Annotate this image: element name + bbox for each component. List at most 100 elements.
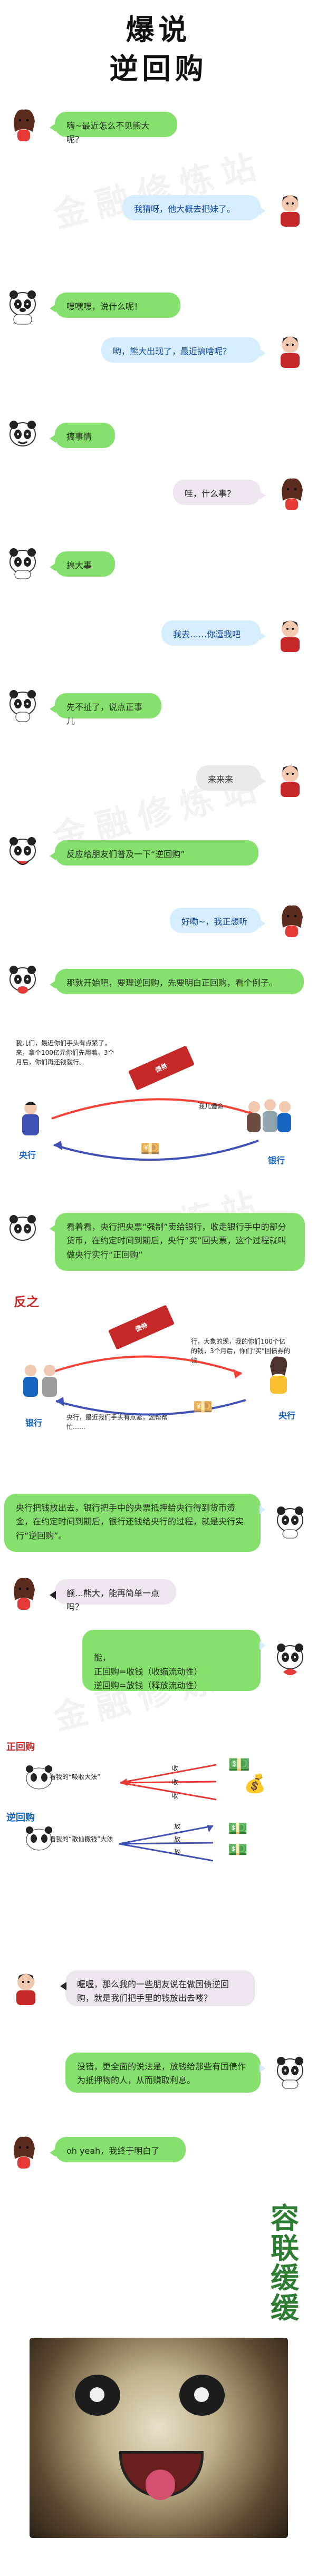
page-title-line-1: 爆说 bbox=[126, 13, 191, 46]
simple-explainer: 正回购 看我的“吸收大法” 收 收 收 💵 💰 逆回购 看我的“散仙撒钱”大法 … bbox=[6, 1729, 302, 1866]
panda-avatar bbox=[9, 690, 36, 722]
brand-stamp: 容联缓缓 bbox=[271, 2201, 299, 2325]
chat-bubble: 喔喔，那么我的一些朋友说在做国债逆回购，就是我们把手里的钱放出去喽？ bbox=[60, 1970, 255, 2006]
chat-bubble: 搞大事 bbox=[50, 551, 115, 577]
chat-text: 嗨~最近怎么不见熊大呢？ bbox=[66, 121, 150, 145]
chat-bubble: 反应给朋友们普及一下“逆回购” bbox=[50, 840, 258, 866]
chat-text: 喔喔，那么我的一些朋友说在做国债逆回购，就是我们把手里的钱放出去喽？ bbox=[77, 1979, 229, 2004]
panda-avatar bbox=[9, 548, 36, 579]
central-bank-icon bbox=[22, 1102, 39, 1135]
bond-ticket: 债券 bbox=[108, 1305, 175, 1350]
chat-bubble: 搞事情 bbox=[50, 423, 115, 448]
money-fan-icon: 💴 bbox=[140, 1140, 160, 1158]
collect-label: 收 bbox=[172, 1778, 179, 1786]
money-bag-icon: 💵 bbox=[228, 1841, 248, 1859]
bank-label: 银行 bbox=[268, 1155, 285, 1165]
money-bag-icon: 💵 bbox=[228, 1820, 248, 1838]
girl-avatar bbox=[14, 1578, 35, 1610]
chat-text: 能， 正回购=收钱（收缩流动性） 逆回购=放钱（释放流动性） bbox=[94, 1652, 203, 1691]
chat-text: 反应给朋友们普及一下“逆回购” bbox=[66, 849, 185, 859]
chat-text: 搞大事 bbox=[66, 560, 92, 570]
watermark: 金融修炼站 bbox=[49, 145, 269, 236]
panda-avatar bbox=[277, 2057, 303, 2089]
caption-central-bank: 我儿们，最近你们手头有点紧了，来，拿个100亿元你们先用着。3个月后，你们再还钱… bbox=[16, 1039, 114, 1066]
chat-text: 哟，熊大出现了，最近搞啥呢？ bbox=[113, 346, 232, 356]
man-avatar bbox=[281, 620, 300, 652]
distribute-label: 放 bbox=[174, 1835, 181, 1843]
chat-bubble: 好嘞~，我正想听 bbox=[170, 908, 266, 933]
distribute-arrows bbox=[119, 1825, 214, 1862]
bank-label: 银行 bbox=[25, 1418, 43, 1428]
bond-ticket: 债券 bbox=[128, 1045, 195, 1091]
panda-avatar bbox=[9, 966, 36, 994]
reverse-heading: 反之 bbox=[14, 1295, 39, 1309]
chat-bubble: 那就开始吧，要理逆回购，先要明白正回购，看个例子。 bbox=[50, 969, 304, 994]
collect-label: 收 bbox=[172, 1792, 179, 1800]
chat-text: 嘿嘿嘿，说什么呢！ bbox=[66, 302, 143, 312]
chat-text: 没错，更全面的说法是，放钱给那些有国债作为抵押物的人，从而赚取利息。 bbox=[77, 2062, 246, 2086]
central-bank-label: 央行 bbox=[278, 1411, 296, 1421]
chat-bubble: 哇，什么事？ bbox=[173, 480, 266, 505]
chat-text: 好嘞~，我正想听 bbox=[181, 917, 248, 927]
positive-repo-caption: 看我的“吸收大法” bbox=[50, 1773, 101, 1781]
panda-avatar bbox=[9, 421, 36, 446]
distributor-avatar bbox=[26, 1826, 52, 1851]
bank-request-caption: 央行，最近我们手头有点紧，您帮帮忙…… bbox=[66, 1414, 168, 1431]
chat-text: 先不扯了，说点正事儿 bbox=[66, 702, 143, 726]
chat-bubble: 我猜呀，他大概去把妹了。 bbox=[122, 195, 266, 220]
bank-people-icon bbox=[23, 1365, 57, 1397]
chat-bubble: 能， 正回购=收钱（收缩流动性） 逆回购=放钱（释放流动性） bbox=[82, 1630, 266, 1691]
chat-text: 哇，什么事？ bbox=[185, 489, 236, 499]
chat-text: 额…熊大，能再简单一点吗？ bbox=[66, 1588, 160, 1612]
chat-bubble: 我去……你逗我吧 bbox=[161, 620, 266, 646]
reverse-repo-caption: 看我的“散仙撒钱”大法 bbox=[50, 1835, 113, 1843]
chat-text: oh yeah，我终于明白了 bbox=[66, 2146, 160, 2156]
right-eye bbox=[179, 2375, 225, 2416]
girl-avatar bbox=[14, 109, 35, 141]
tongue bbox=[146, 2470, 175, 2500]
chat-bubble: 哟，熊大出现了，最近搞啥呢？ bbox=[101, 337, 266, 363]
chat-bubble: 先不扯了，说点正事儿 bbox=[50, 693, 161, 726]
chat-text: 搞事情 bbox=[66, 432, 92, 442]
chat-bubble: oh yeah，我终于明白了 bbox=[50, 2137, 186, 2162]
collect-label: 收 bbox=[172, 1765, 179, 1772]
distribute-label: 放 bbox=[174, 1823, 181, 1830]
chat-bubble: 来来来 bbox=[196, 765, 266, 791]
chat-bubble: 嘿嘿嘿，说什么呢！ bbox=[50, 293, 180, 318]
man-avatar bbox=[281, 195, 300, 227]
chat-text: 我去……你逗我吧 bbox=[173, 629, 241, 639]
money-fan-icon: 💴 bbox=[193, 1398, 213, 1416]
bank-response-caption: 我儿遵命 bbox=[198, 1103, 224, 1110]
man-avatar bbox=[281, 336, 300, 368]
page-title-line-2: 逆回购 bbox=[109, 52, 208, 85]
collect-arrows bbox=[120, 1764, 217, 1801]
man-avatar bbox=[281, 765, 300, 797]
reverse-repo-heading: 逆回购 bbox=[6, 1812, 35, 1823]
panda-avatar bbox=[9, 837, 36, 865]
chat-text: 来来来 bbox=[208, 774, 234, 784]
explanation-bubble: 央行把钱放出去，银行把手中的央票抵押给央行得到货币资金，在约定时间到期后，银行还… bbox=[4, 1494, 266, 1552]
chat-text: 那就开始吧，要理逆回购，先要明白正回购，看个例子。 bbox=[66, 978, 278, 988]
explanation-text: 看着看，央行把央票“强制”卖给银行，收走银行手中的部分货币，在约定时间到期后，央… bbox=[66, 1222, 286, 1260]
diagram-positive-repo: 我儿们，最近你们手头有点紧了，来，拿个100亿元你们先用着。3个月后，你们再还钱… bbox=[9, 1033, 308, 1191]
diagram-reverse-repo: 反之 行，大象的现，我的你们100个亿的钱，3个月后，你们“买”回债券的钱。 央… bbox=[9, 1291, 308, 1450]
chat-bubble: 没错，更全面的说法是，放钱给那些有国债作为抵押物的人，从而赚取利息。 bbox=[65, 2053, 266, 2093]
central-bank-icon bbox=[270, 1356, 287, 1394]
girl-avatar bbox=[14, 2136, 35, 2169]
distribute-label: 放 bbox=[174, 1848, 181, 1855]
panda-avatar bbox=[277, 1644, 303, 1675]
man-avatar bbox=[16, 1974, 35, 2005]
central-bank-label: 央行 bbox=[19, 1150, 36, 1160]
reverse-cycle-arrows bbox=[50, 1355, 246, 1416]
girl-avatar bbox=[282, 905, 303, 937]
explanation-bubble: 看着看，央行把央票“强制”卖给银行，收走银行手中的部分货币，在约定时间到期后，央… bbox=[50, 1213, 305, 1271]
money-bag-icon: 💰 bbox=[244, 1773, 266, 1794]
left-eye bbox=[75, 2375, 120, 2416]
bank-people-icon bbox=[247, 1099, 291, 1132]
girl-avatar bbox=[282, 478, 303, 510]
panda-avatar bbox=[9, 290, 36, 325]
chat-bubble: 嗨~最近怎么不见熊大呢？ bbox=[50, 112, 177, 144]
money-bag-icon: 💵 bbox=[228, 1754, 251, 1775]
panda-avatar bbox=[9, 1215, 36, 1241]
explanation-text: 央行把钱放出去，银行把手中的央票抵押给央行得到货币资金，在约定时间到期后，银行还… bbox=[16, 1503, 244, 1541]
